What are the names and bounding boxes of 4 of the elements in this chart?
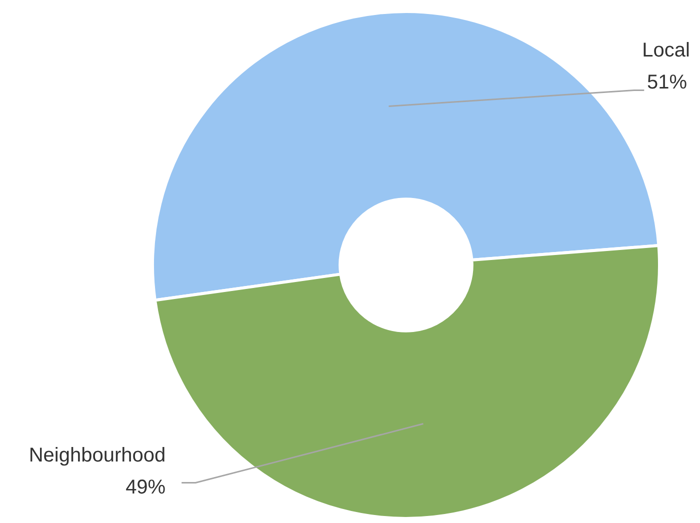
slice-label: Local <box>642 40 690 62</box>
data-label: 51% <box>646 72 688 94</box>
data-label: 49% <box>126 476 166 498</box>
slice-label: Neighbourhood <box>28 444 166 466</box>
